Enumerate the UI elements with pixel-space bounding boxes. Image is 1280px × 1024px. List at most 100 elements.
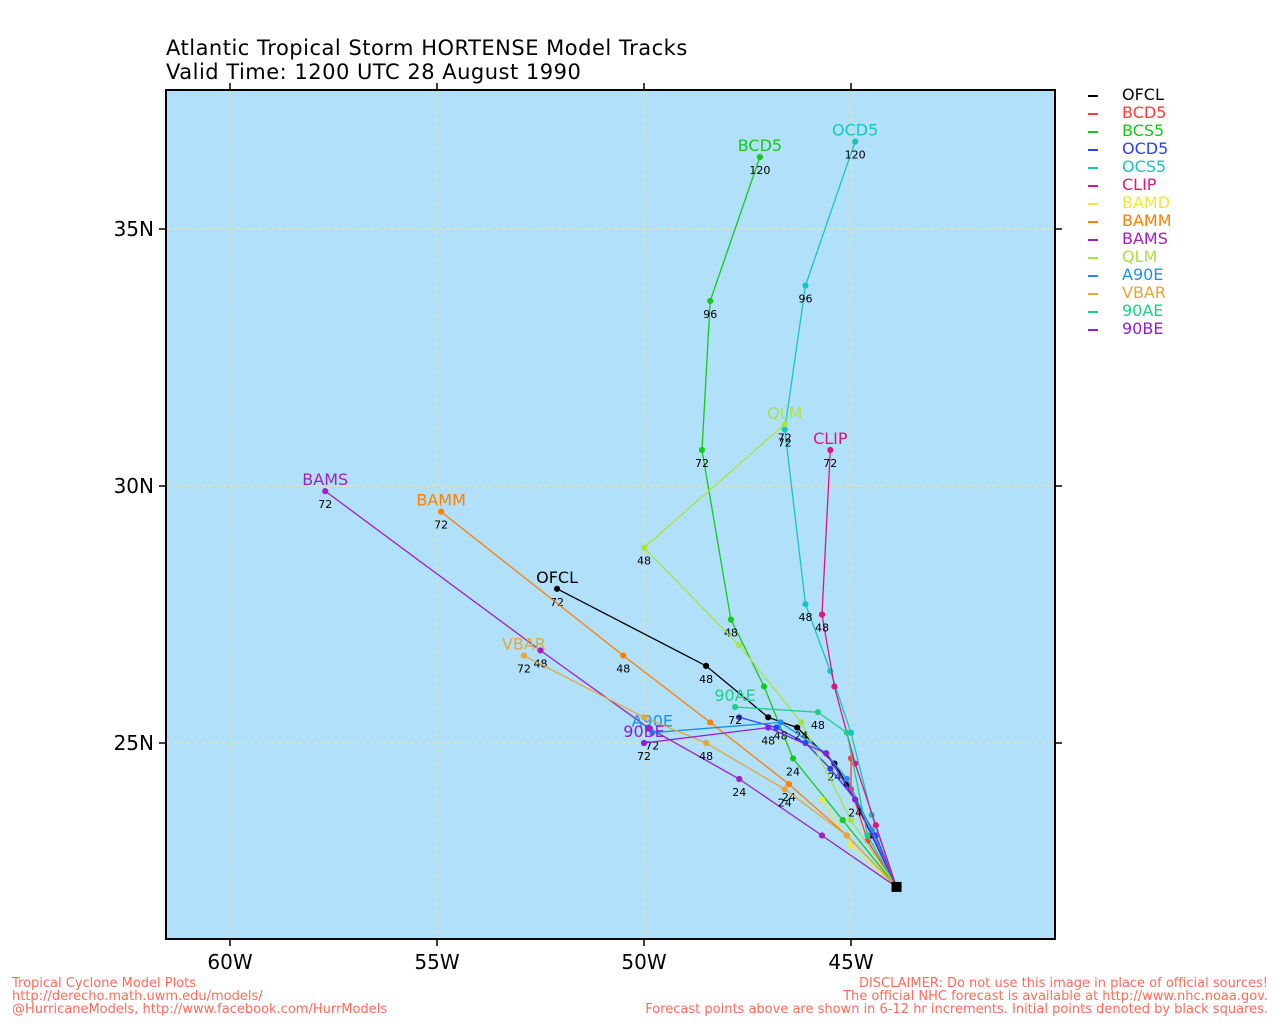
forecast-point (707, 719, 714, 726)
legend-item-90ae: 90AE (1088, 302, 1172, 320)
forecast-point (438, 508, 445, 515)
track-end-label: 90AE (714, 686, 755, 705)
track-qlm: 24 48 72 QLM (637, 403, 898, 888)
legend-item-90be: 90BE (1088, 320, 1172, 338)
legend-item-clip: CLIP (1088, 176, 1172, 194)
legend-item-ofcl: OFCL (1088, 86, 1172, 104)
tau-label: 72 (778, 431, 792, 444)
track-end-label: OCD5 (832, 121, 878, 140)
forecast-point (727, 616, 735, 623)
tau-label: 72 (778, 436, 792, 449)
tau-label: 48 (637, 555, 651, 568)
track-end-label: BCD5 (738, 136, 782, 155)
legend-swatch (1088, 238, 1098, 241)
forecast-point (736, 714, 743, 721)
track-end-label: QLM (767, 403, 802, 422)
legend-label: 90BE (1122, 319, 1164, 338)
forecast-point (843, 775, 850, 783)
footer-increments-note: Forecast points above are shown in 6-12 … (645, 1002, 1268, 1017)
forecast-point (645, 724, 652, 731)
forecast-point (640, 739, 648, 747)
forecast-point (852, 138, 859, 145)
track-end-label: CLIP (813, 429, 848, 448)
lat-tick-label: 25N (114, 731, 154, 755)
tau-label: 24 (778, 796, 792, 809)
tau-label: 48 (699, 673, 713, 686)
forecast-point (802, 282, 809, 289)
track-line (821, 449, 898, 888)
footer-left-1: Tropical Cyclone Model Plots (12, 976, 197, 991)
tau-label: 48 (811, 719, 825, 732)
legend-item-bams: BAMS (1088, 230, 1172, 248)
legend-swatch (1088, 220, 1098, 223)
footer-disclaimer: DISCLAIMER: Do not use this image in pla… (858, 976, 1268, 991)
chart-valid-time: Valid Time: 1200 UTC 28 August 1990 (166, 60, 582, 84)
legend-item-ocd5: OCD5 (1088, 140, 1172, 158)
track-90be: 24 48 72 90BE (623, 722, 898, 888)
tau-label: 96 (703, 308, 717, 321)
track-line (652, 721, 898, 888)
legend-item-bcd5: BCD5 (1088, 104, 1172, 122)
track-line (523, 655, 897, 888)
tau-label: 24 (732, 786, 746, 799)
forecast-point (707, 297, 714, 305)
tau-label: 48 (616, 663, 630, 676)
tau-label: 48 (724, 627, 738, 640)
forecast-point (520, 652, 528, 659)
tau-label: 48 (699, 750, 713, 763)
tau-label: 48 (815, 622, 829, 635)
plot-frame (165, 89, 1056, 940)
lat-tick-label: 35N (114, 217, 154, 241)
lon-tick-label: 45W (828, 950, 873, 974)
track-end-label: BAMM (416, 491, 466, 510)
forecast-point (802, 601, 809, 608)
forecast-point (847, 817, 855, 824)
legend-swatch (1088, 112, 1098, 115)
legend-item-vbar: VBAR (1088, 284, 1172, 302)
forecast-point (703, 739, 710, 747)
forecast-point (843, 729, 850, 736)
forecast-point (698, 446, 706, 454)
forecast-point (785, 781, 793, 788)
track-90ae: 48 72 90AE (714, 686, 898, 888)
lat-tick-label: 30N (114, 474, 154, 498)
ocean-background (166, 90, 1055, 939)
legend-label: OCD5 (1122, 139, 1169, 158)
forecast-point (827, 446, 834, 454)
legend-swatch (1088, 202, 1098, 205)
track-vbar: 24 48 72 VBAR (502, 635, 897, 888)
forecast-point (773, 724, 780, 731)
footer-left-2[interactable]: http://derecho.math.uwm.edu/models/ (12, 989, 263, 1004)
legend-item-a90e: A90E (1088, 266, 1172, 284)
forecast-point (818, 832, 826, 839)
tau-label: 48 (761, 735, 775, 748)
legend-swatch (1088, 256, 1098, 259)
legend-label: OCS5 (1122, 157, 1167, 176)
forecast-point (760, 683, 768, 690)
forecast-point (818, 796, 826, 803)
track-bams: 24 48 72 BAMS (302, 470, 897, 888)
legend-label: A90E (1122, 265, 1164, 284)
chart-title: Atlantic Tropical Storm HORTENSE Model T… (166, 36, 688, 60)
forecast-point (640, 714, 648, 721)
tau-label: 72 (318, 498, 332, 511)
legend-label: CLIP (1122, 175, 1157, 194)
forecast-point (765, 714, 772, 721)
forecast-point (798, 719, 805, 726)
forecast-point (765, 724, 772, 731)
lon-tick-label: 60W (207, 950, 252, 974)
legend-swatch (1088, 292, 1098, 295)
footer-left-3[interactable]: @HurricaneModels, http://www.facebook.co… (12, 1002, 388, 1017)
forecast-point (818, 611, 826, 618)
legend-swatch (1088, 310, 1098, 313)
legend-label: VBAR (1122, 283, 1166, 302)
legend-label: BAMD (1122, 193, 1171, 212)
legend-swatch (1088, 130, 1098, 133)
lon-tick-label: 55W (414, 950, 459, 974)
forecast-point (872, 822, 879, 829)
legend-swatch (1088, 166, 1098, 169)
legend-label: OFCL (1122, 85, 1164, 104)
tau-label: 72 (434, 519, 448, 532)
legend-label: 90AE (1122, 301, 1164, 320)
